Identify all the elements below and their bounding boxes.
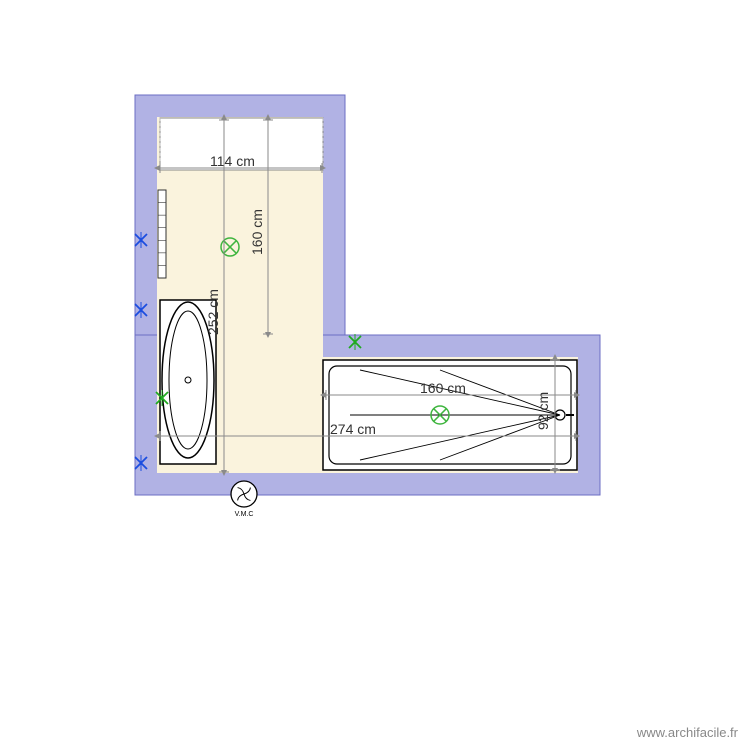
floorplan-canvas: V.M.C 114 cm 160 cm 252 cm 274 cm 160 cm 92 cm	[0, 0, 750, 750]
svg-text:114 cm: 114 cm	[210, 153, 255, 169]
svg-text:252 cm: 252 cm	[205, 289, 221, 335]
svg-text:92 cm: 92 cm	[535, 392, 551, 430]
svg-text:160 cm: 160 cm	[420, 380, 466, 396]
svg-text:160 cm: 160 cm	[249, 209, 265, 255]
svg-text:V.M.C: V.M.C	[235, 511, 254, 518]
svg-text:274 cm: 274 cm	[330, 421, 376, 437]
watermark-label: www.archifacile.fr	[637, 725, 738, 740]
